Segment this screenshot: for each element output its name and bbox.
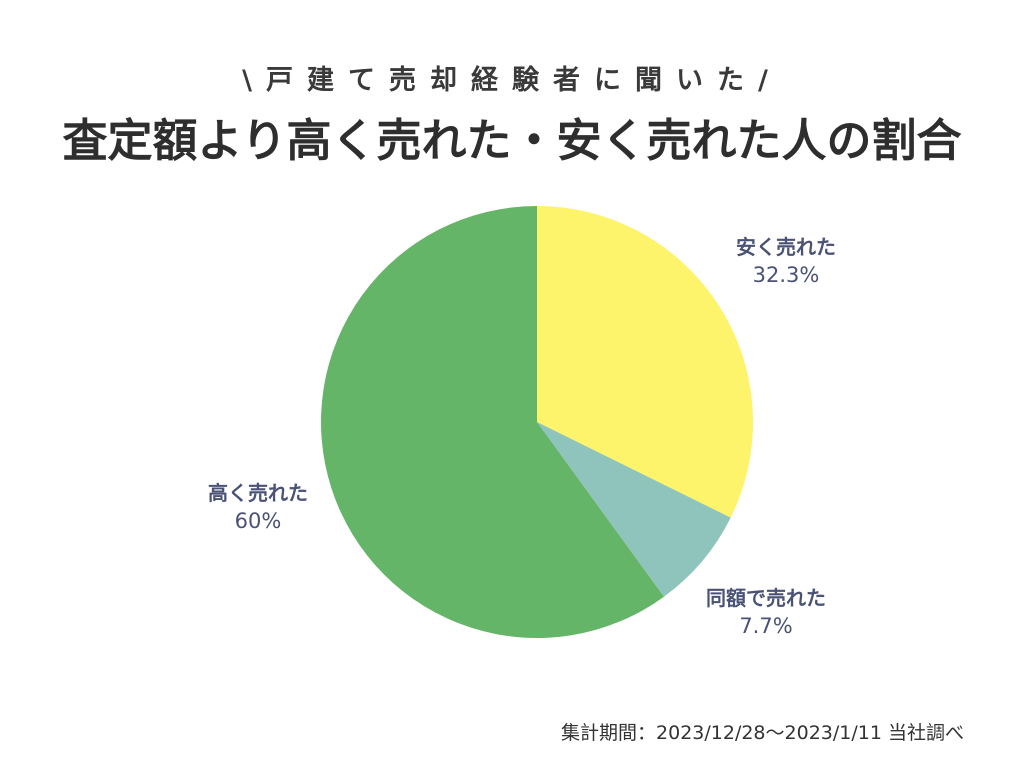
chart-subtitle: \戸建て売却経験者に聞いた/ [242,65,782,96]
chart-title: 査定額より高く売れた・安く売れた人の割合 [62,114,962,167]
pie-slice-cheaper [537,206,753,518]
slice-label-cheaper-name: 安く売れた [736,235,836,259]
slice-label-higher-name: 高く売れた [208,481,308,505]
slice-label-same-value: 7.7% [739,614,793,638]
slice-label-same: 同額で売れた 7.7% [656,585,876,640]
pie-slice-same [537,422,731,597]
slice-label-same-name: 同額で売れた [706,586,826,610]
slice-label-higher: 高く売れた 60% [148,480,368,535]
slice-label-cheaper-value: 32.3% [752,263,820,287]
slice-label-cheaper: 安く売れた 32.3% [676,234,896,289]
survey-period-note: 集計期間：2023/12/28〜2023/1/11 当社調べ [561,722,964,744]
pie-slice-higher [321,206,664,638]
slice-label-higher-value: 60% [234,509,282,533]
